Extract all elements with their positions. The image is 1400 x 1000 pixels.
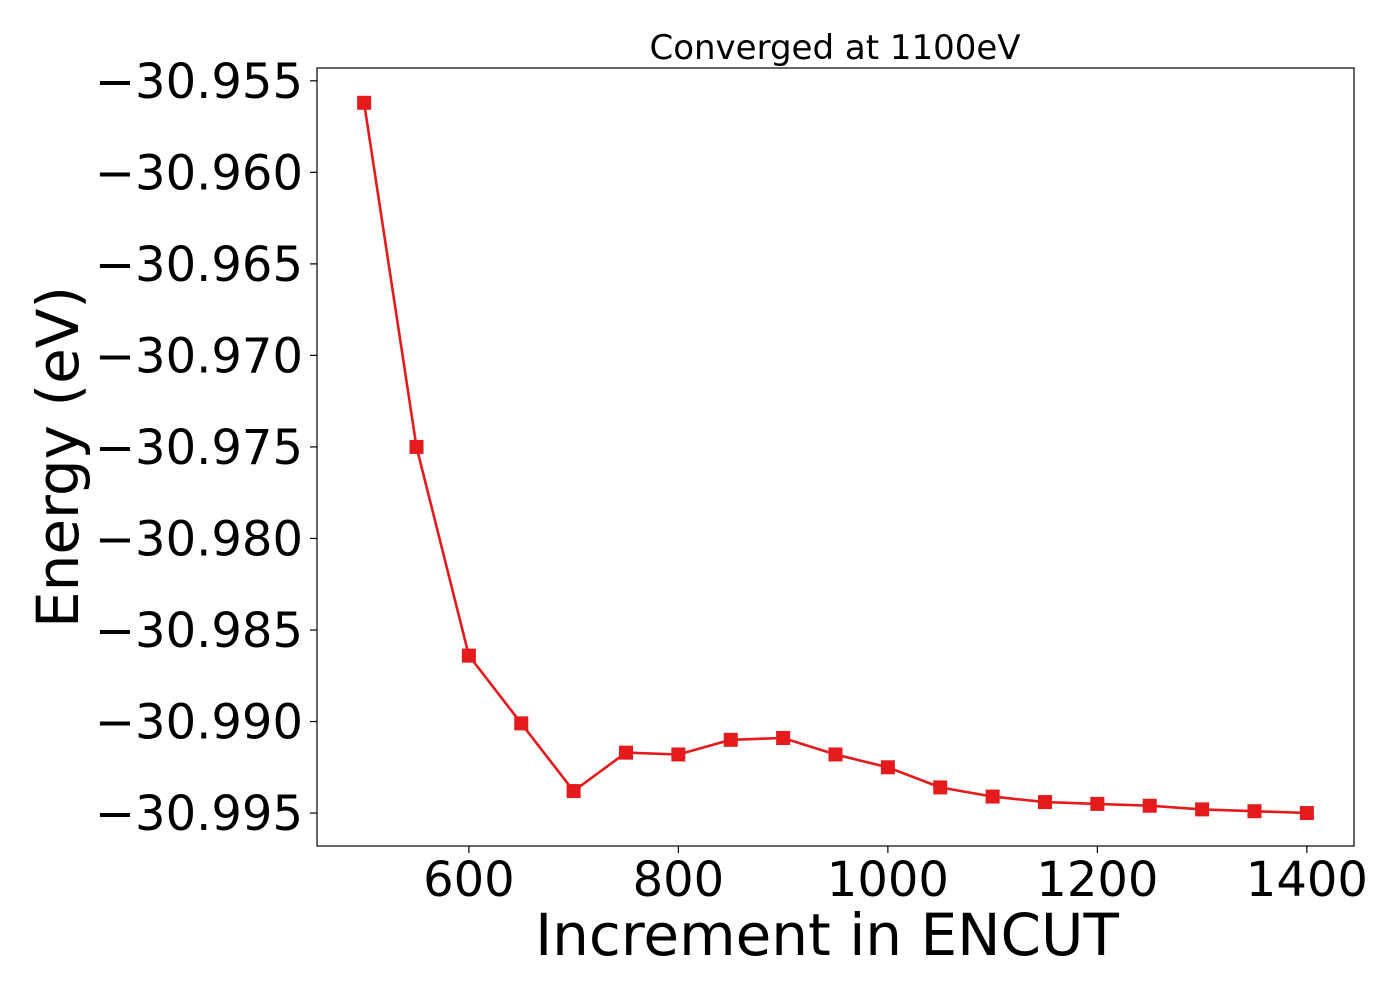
y-axis: −30.955 −30.960 −30.965 −30.970 −30.975 −30.9… [95, 54, 317, 842]
x-axis-title: Increment in ENCUT [535, 901, 1119, 969]
data-point-marker [828, 747, 843, 762]
data-point-marker [1247, 804, 1262, 819]
y-tick-label: −30.955 [95, 54, 303, 110]
y-tick-label: −30.970 [95, 328, 303, 384]
y-tick-label: −30.965 [95, 237, 303, 293]
x-tick-label: 800 [633, 852, 725, 908]
data-point-marker [409, 439, 424, 454]
y-tick-label: −30.975 [95, 420, 303, 476]
y-tick-label: −30.980 [95, 511, 303, 567]
data-point-marker [1299, 806, 1314, 821]
x-tick-label: 1000 [827, 852, 949, 908]
x-tick-label: 1200 [1036, 852, 1158, 908]
data-point-marker [619, 745, 634, 760]
x-axis: 600 800 1000 1200 1400 [423, 846, 1368, 908]
series-line [362, 102, 1307, 815]
y-tick-label: −30.960 [95, 145, 303, 201]
data-point-marker [357, 95, 372, 110]
y-tick-label: −30.990 [95, 695, 303, 751]
data-point-marker [566, 784, 581, 799]
data-point-marker [514, 716, 529, 731]
data-point-marker [671, 747, 686, 762]
data-point-marker [723, 732, 738, 747]
data-point-marker [1037, 795, 1052, 810]
x-tick-label: 1400 [1246, 852, 1368, 908]
y-tick-label: −30.985 [95, 603, 303, 659]
data-point-marker [1090, 796, 1105, 811]
data-point-marker [880, 760, 895, 775]
y-axis-title: Energy (eV) [24, 286, 92, 628]
data-point-marker [1142, 798, 1157, 813]
data-point-marker [461, 648, 476, 663]
data-point-marker [1195, 802, 1210, 817]
data-point-marker [933, 780, 948, 795]
data-point-marker [776, 730, 791, 745]
y-tick-label: −30.995 [95, 786, 303, 842]
plot-area-frame [316, 67, 1355, 847]
x-tick-label: 600 [423, 852, 515, 908]
chart-title: Converged at 1100eV [649, 28, 1020, 68]
data-point-marker [985, 789, 1000, 804]
series-layer [357, 95, 1314, 821]
